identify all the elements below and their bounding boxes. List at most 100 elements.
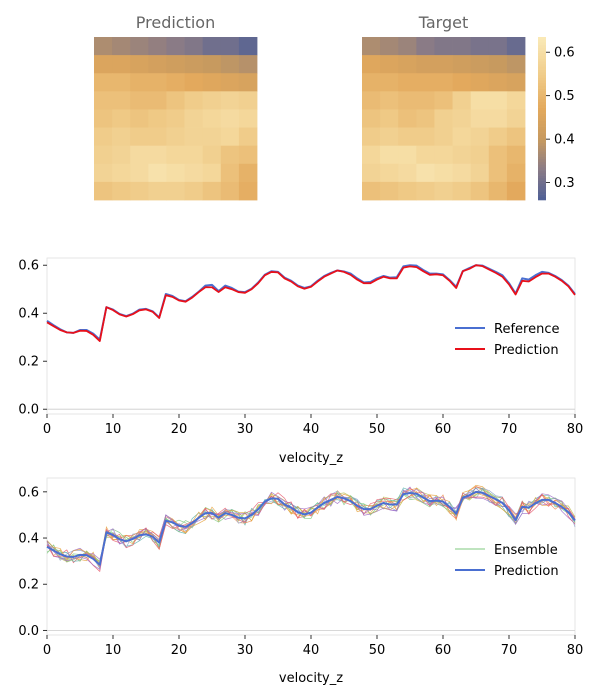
colorbar-segment xyxy=(538,145,546,149)
heatmap-cell xyxy=(130,109,149,128)
heatmap-cell xyxy=(166,163,185,183)
colorbar-segment xyxy=(538,91,546,95)
heatmap-cell xyxy=(148,109,167,128)
colorbar-segment xyxy=(538,42,546,46)
x-tick-label: 10 xyxy=(105,643,122,658)
heatmap-cell xyxy=(166,73,185,92)
heatmap-cell xyxy=(434,127,453,147)
colorbar-segment xyxy=(538,75,546,79)
heatmap-cell xyxy=(202,91,222,110)
y-tick-label: 0.2 xyxy=(18,355,39,370)
heatmap-cell xyxy=(220,91,240,110)
colorbar-segment xyxy=(538,175,546,179)
heatmap-cell xyxy=(148,145,167,165)
heatmap-cell xyxy=(380,181,399,201)
heatmap-cell xyxy=(94,181,113,201)
y-tick-label: 0.4 xyxy=(18,307,39,322)
colorbar-segment xyxy=(538,134,546,138)
y-tick-label: 0.6 xyxy=(18,259,39,274)
heatmap-cell xyxy=(416,91,435,110)
colorbar-segment xyxy=(538,115,546,119)
colorbar-segment xyxy=(538,50,546,54)
heatmap-cell xyxy=(398,55,417,74)
heatmap-cell xyxy=(506,73,526,92)
heatmap-cell xyxy=(362,145,381,165)
colorbar-segment xyxy=(538,121,546,125)
colorbar-segment xyxy=(538,56,546,60)
heatmap-cell xyxy=(166,145,185,165)
x-axis-label: velocity_z xyxy=(279,451,343,466)
heatmap-cell xyxy=(398,73,417,92)
heatmap-cell xyxy=(398,145,417,165)
colorbar-segment xyxy=(538,113,546,117)
heatmap-cell xyxy=(416,109,435,128)
colorbar-segment xyxy=(538,189,546,193)
heatmap-cell xyxy=(184,55,204,74)
ensemble-member-line xyxy=(46,492,576,566)
heatmap-cell xyxy=(416,181,435,201)
colorbar-segment xyxy=(538,118,546,122)
heatmap-cell xyxy=(184,37,204,56)
x-tick-label: 30 xyxy=(237,422,254,437)
heatmap-cell xyxy=(416,145,435,165)
heatmap-cell xyxy=(470,37,490,56)
x-tick-label: 40 xyxy=(303,422,320,437)
heatmap-cell xyxy=(202,37,222,56)
heatmap-cell xyxy=(380,163,399,183)
x-tick-label: 60 xyxy=(435,643,452,658)
heatmap-cell xyxy=(488,145,508,165)
heatmap-cell xyxy=(362,91,381,110)
heatmap-cell xyxy=(94,91,113,110)
heatmap-cell xyxy=(506,127,526,147)
heatmap-cell xyxy=(148,55,167,74)
heatmap-cell xyxy=(470,91,490,110)
heatmap-cell xyxy=(470,73,490,92)
heatmap-cell xyxy=(166,127,185,147)
heatmap-cell xyxy=(380,55,399,74)
heatmap-cell xyxy=(220,109,240,128)
heatmap-cell xyxy=(362,55,381,74)
heatmap-cell xyxy=(220,37,240,56)
x-tick-label: 70 xyxy=(501,422,518,437)
colorbar-segment xyxy=(538,83,546,87)
colorbar-segment xyxy=(538,88,546,92)
x-tick-label: 30 xyxy=(237,643,254,658)
heatmap-cell xyxy=(112,181,131,201)
heatmap-cell xyxy=(148,181,167,201)
heatmap-cell xyxy=(220,55,240,74)
target-heatmap-title: Target xyxy=(418,13,469,32)
heatmap-cell xyxy=(112,37,131,56)
y-tick-label: 0.4 xyxy=(18,532,39,547)
heatmap-cell xyxy=(220,127,240,147)
heatmap-cell xyxy=(94,37,113,56)
x-tick-label: 50 xyxy=(369,643,386,658)
x-tick-label: 0 xyxy=(43,422,51,437)
heatmap-cell xyxy=(470,145,490,165)
colorbar-segment xyxy=(538,172,546,176)
colorbar-segment xyxy=(538,72,546,76)
heatmap-cell xyxy=(94,145,113,165)
colorbar-segment xyxy=(538,161,546,165)
heatmap-cell xyxy=(416,163,435,183)
colorbar-segment xyxy=(538,37,546,41)
heatmap-cell xyxy=(202,109,222,128)
legend-label-prediction: Prediction xyxy=(494,343,559,358)
heatmap-cell xyxy=(380,145,399,165)
colorbar-segment xyxy=(538,167,546,171)
heatmap-cell xyxy=(166,55,185,74)
heatmap-cell xyxy=(506,181,526,201)
heatmap-cell xyxy=(202,55,222,74)
heatmap-cell xyxy=(452,109,472,128)
heatmap-cell xyxy=(506,145,526,165)
heatmap-cell xyxy=(238,55,258,74)
colorbar-segment xyxy=(538,47,546,51)
heatmap-cell xyxy=(506,163,526,183)
heatmap-cell xyxy=(166,37,185,56)
heatmap-cell xyxy=(238,163,258,183)
heatmap-cell xyxy=(398,37,417,56)
heatmap-cell xyxy=(416,127,435,147)
colorbar-segment xyxy=(538,58,546,62)
heatmap-cell xyxy=(148,91,167,110)
colorbar-segment xyxy=(538,96,546,100)
heatmap-cell xyxy=(470,127,490,147)
